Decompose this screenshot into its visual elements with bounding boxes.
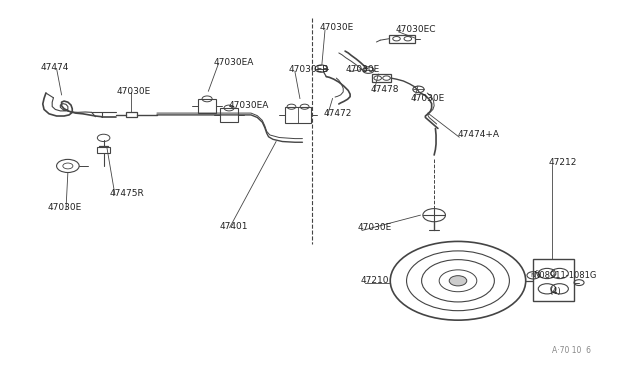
Circle shape <box>449 276 467 286</box>
Text: 47030E: 47030E <box>116 87 150 96</box>
Text: (4): (4) <box>549 287 561 296</box>
Text: 47030EA: 47030EA <box>229 101 269 110</box>
Text: 47472: 47472 <box>323 109 351 118</box>
Bar <box>533 259 574 301</box>
Text: 47030EB: 47030EB <box>289 65 329 74</box>
Text: Ñ08911-1081G: Ñ08911-1081G <box>533 271 596 280</box>
Text: 47212: 47212 <box>549 158 577 167</box>
Text: N: N <box>531 273 536 278</box>
Bar <box>97 147 110 153</box>
Text: 47030EC: 47030EC <box>396 25 436 34</box>
Bar <box>220 108 238 122</box>
Text: 47401: 47401 <box>220 222 248 231</box>
Bar <box>372 74 391 82</box>
Text: 47474+A: 47474+A <box>458 131 500 140</box>
Text: 47478: 47478 <box>370 85 399 94</box>
Bar <box>285 107 311 123</box>
Text: 47210: 47210 <box>361 276 389 285</box>
Text: 47030E: 47030E <box>411 94 445 103</box>
Bar <box>389 35 415 43</box>
Text: 47475R: 47475R <box>110 189 145 198</box>
Text: 47030EA: 47030EA <box>213 58 253 67</box>
Text: 47030E: 47030E <box>345 65 380 74</box>
Text: A·70 10  6: A·70 10 6 <box>552 346 591 355</box>
Text: 47030E: 47030E <box>358 224 392 232</box>
Bar <box>198 99 216 113</box>
Text: 47474: 47474 <box>41 63 69 72</box>
Bar <box>125 112 137 118</box>
Text: 47030E: 47030E <box>47 203 81 212</box>
Text: 47030E: 47030E <box>320 23 355 32</box>
